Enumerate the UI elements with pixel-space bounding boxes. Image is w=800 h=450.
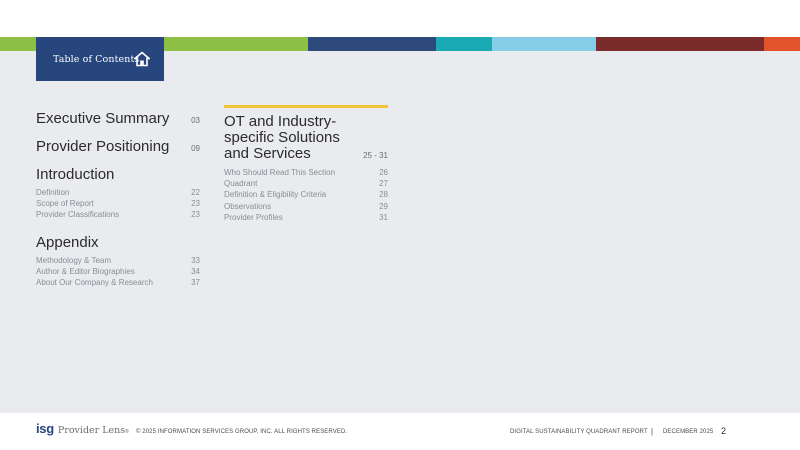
toc-section[interactable]: Executive Summary 03 (36, 110, 200, 127)
copyright-text: © 2025 INFORMATION SERVICES GROUP, INC. … (136, 429, 348, 435)
logo-trademark: ® (125, 429, 129, 435)
footer-separator: | (651, 427, 654, 436)
toc-subsection[interactable]: Observations 29 (224, 201, 388, 212)
toc-subsection-label[interactable]: Definition & Eligibility Criteria (224, 190, 327, 200)
toc-section-page: 03 (191, 116, 200, 125)
toc-subsection-page: 23 (191, 210, 200, 220)
toc-subsection-label[interactable]: Observations (224, 201, 272, 211)
stripe-segment (308, 37, 436, 51)
toc-section-page: 09 (191, 144, 200, 153)
toc-section-title[interactable]: Introduction (36, 166, 115, 183)
isg-provider-lens-logo: isg Provider Lens ® (36, 421, 129, 436)
toc-subsection-page: 37 (191, 278, 200, 288)
report-name: DIGITAL SUSTAINABILITY QUADRANT REPORT (510, 429, 648, 435)
stripe-segment (436, 37, 492, 51)
stripe-segment (596, 37, 764, 51)
toc-subsection-page: 28 (379, 190, 388, 200)
logo-isg-text: isg (36, 421, 54, 436)
toc-subsection[interactable]: Who Should Read This Section 26 (224, 167, 388, 178)
home-icon[interactable] (134, 51, 150, 67)
toc-subsection-label[interactable]: Definition (36, 188, 70, 197)
toc-subsection-label[interactable]: Provider Profiles (224, 212, 283, 222)
toc-subsection-label[interactable]: Scope of Report (36, 199, 94, 209)
toc-section[interactable]: OT and Industry-specific Solutions and S… (224, 114, 388, 162)
toc-subsection-page: 27 (379, 179, 388, 189)
toc-subsection-page: 33 (191, 255, 200, 265)
toc-subsection-label[interactable]: Provider Classifications (36, 210, 120, 220)
toc-section-title[interactable]: Appendix (36, 233, 99, 251)
toc-subsection-label[interactable]: Who Should Read This Section (224, 168, 336, 177)
stripe-segment (492, 37, 596, 51)
toc-subsection-label[interactable]: About Our Company & Research (36, 278, 153, 288)
page-number: 2 (721, 426, 727, 436)
toc-subsection-page: 22 (191, 188, 200, 197)
page-background (0, 51, 800, 413)
toc-subsection[interactable]: Definition & Eligibility Criteria 28 (224, 189, 388, 200)
toc-right-column: OT and Industry-specific Solutions and S… (224, 105, 388, 223)
toc-subsection-page: 26 (379, 168, 388, 177)
toc-subsection-page: 34 (191, 266, 200, 276)
toc-subsection[interactable]: Quadrant 27 (224, 178, 388, 189)
toc-subsection[interactable]: Definition 22 (36, 187, 200, 198)
toc-section-page: 25 - 31 (363, 151, 388, 160)
toc-section-title[interactable]: Executive Summary (36, 110, 170, 127)
toc-subsection-page: 23 (191, 199, 200, 209)
toc-subsection[interactable]: About Our Company & Research 37 (36, 277, 200, 288)
toc-left-column: Executive Summary 03 Provider Positionin… (36, 110, 200, 299)
logo-provider-lens-text: Provider Lens (57, 425, 126, 436)
top-band (0, 0, 800, 37)
stripe-segment (764, 37, 800, 51)
toc-section[interactable]: Provider Positioning 09 (36, 138, 200, 155)
table-of-contents-tab[interactable]: Table of Contents (36, 37, 164, 81)
toc-subsection-label[interactable]: Methodology & Team (36, 255, 112, 265)
toc-section-title[interactable]: Provider Positioning (36, 138, 170, 155)
toc-subsection-label[interactable]: Author & Editor Biographies (36, 266, 135, 276)
toc-section: Introduction Definition 22 Scope of Repo… (36, 166, 200, 221)
toc-subsection-page: 29 (379, 201, 388, 211)
toc-subsection[interactable]: Methodology & Team 33 (36, 255, 200, 266)
toc-subsection[interactable]: Scope of Report 23 (36, 198, 200, 209)
toc-section-title[interactable]: OT and Industry-specific Solutions and S… (224, 113, 340, 162)
toc-subsection[interactable]: Author & Editor Biographies 34 (36, 266, 200, 277)
toc-subsection-page: 31 (379, 212, 388, 222)
toc-subsection-label[interactable]: Quadrant (224, 179, 258, 189)
toc-section: Appendix Methodology & Team 33 Author & … (36, 234, 200, 289)
highlight-bar (224, 105, 388, 108)
report-date: DECEMBER 2025 (663, 429, 714, 435)
footer: isg Provider Lens ® © 2025 INFORMATION S… (0, 413, 800, 450)
toc-subsection[interactable]: Provider Profiles 31 (224, 212, 388, 223)
toc-subsection[interactable]: Provider Classifications 23 (36, 209, 200, 220)
toc-label: Table of Contents (53, 53, 140, 65)
